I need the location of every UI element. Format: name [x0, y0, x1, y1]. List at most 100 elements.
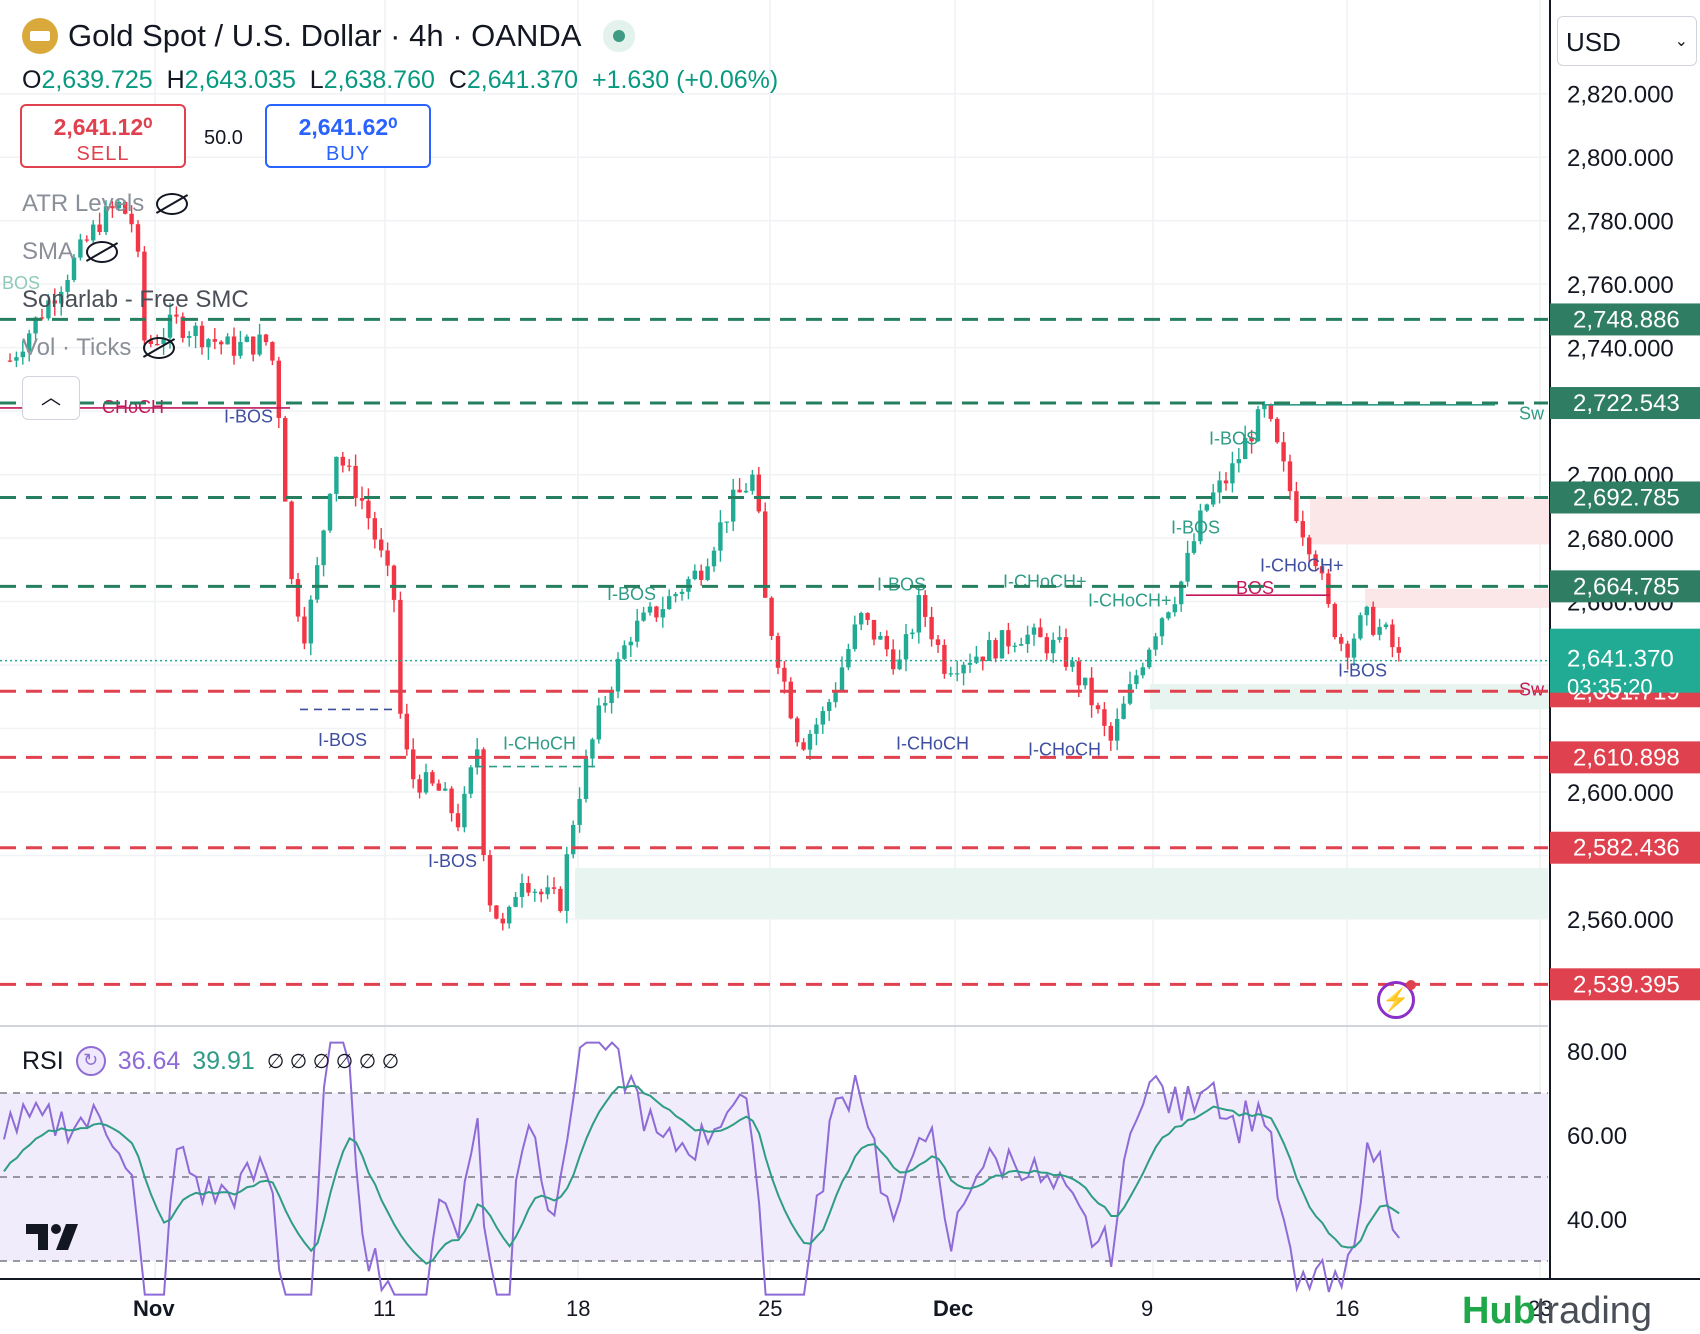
indicator-atr[interactable]: ATR Levels: [22, 190, 189, 218]
time-tick-label: Nov: [133, 1296, 175, 1321]
candle-body: [795, 718, 800, 743]
candle-body: [1281, 442, 1286, 462]
candle-body: [852, 624, 857, 650]
candle-body: [801, 742, 806, 750]
candle-body: [1127, 684, 1133, 704]
candle-body: [1211, 492, 1216, 505]
candle-body: [1057, 637, 1062, 640]
chevron-down-icon: ⌄: [1674, 33, 1688, 50]
candle-body: [1351, 638, 1357, 658]
alert-bolt-icon[interactable]: ⚡: [1377, 980, 1416, 1019]
rsi-tick-label: 80.00: [1567, 1039, 1627, 1066]
hidden-eye-icon[interactable]: [143, 337, 176, 359]
candle-body: [295, 579, 301, 617]
candle-body: [1038, 627, 1043, 638]
candle-body: [494, 905, 499, 919]
rsi-name[interactable]: RSI: [22, 1046, 64, 1075]
candle-body: [660, 609, 665, 618]
candle-body: [1223, 480, 1229, 484]
candle-body: [814, 724, 819, 734]
candle-body: [327, 493, 333, 531]
candle-body: [391, 565, 397, 600]
candle-body: [1255, 409, 1261, 442]
indicator-vol[interactable]: Vol · Ticks: [22, 334, 176, 362]
candle-body: [487, 855, 493, 906]
candle-body: [1115, 718, 1120, 741]
candle-body: [737, 489, 742, 493]
market-open-icon: [613, 30, 626, 42]
symbol-title[interactable]: Gold Spot / U.S. Dollar · 4h · OANDA: [68, 18, 582, 53]
candle-body: [430, 772, 435, 784]
candle-body: [654, 606, 659, 618]
price-tick-label: 2,600.000: [1567, 780, 1674, 807]
candle-body: [1326, 573, 1331, 604]
candle-body: [347, 465, 352, 467]
structure-label: BOS: [2, 273, 40, 293]
candle-body: [647, 606, 653, 613]
candle-body: [1172, 604, 1177, 613]
candle-body: [1319, 566, 1325, 574]
candle-body: [718, 522, 723, 551]
hidden-eye-icon[interactable]: [156, 193, 189, 215]
red-level-badge: [1550, 968, 1700, 1001]
candle-body: [910, 632, 915, 635]
indicator-smc[interactable]: Sonarlab - Free SMC: [22, 286, 249, 313]
rsi-empty-values: ∅ ∅ ∅ ∅ ∅ ∅: [266, 1050, 400, 1073]
candle-body: [142, 251, 147, 341]
candle-body: [1307, 537, 1312, 555]
structure-label: I-CHoCH+: [1260, 556, 1344, 576]
sell-button[interactable]: 2,641.12⁰ SELL: [20, 104, 186, 168]
candle-body: [507, 906, 512, 924]
candle-body: [1345, 643, 1350, 658]
rsi-tick-label: 40.00: [1567, 1207, 1627, 1234]
candle-body: [942, 644, 947, 674]
candle-body: [468, 767, 473, 794]
candle-body: [1275, 418, 1280, 443]
candle-body: [411, 749, 416, 780]
candle-body: [1364, 606, 1369, 616]
rsi-ma-value: 39.91: [192, 1046, 255, 1075]
candle-body: [1070, 661, 1075, 667]
structure-label: Sw: [1519, 679, 1545, 699]
structure-label: I-CHoCH+: [1088, 591, 1172, 611]
candle-body: [609, 691, 614, 704]
candle-body: [532, 891, 537, 893]
structure-label: I-BOS: [1209, 429, 1258, 449]
candle-body: [1031, 627, 1037, 635]
candle-body: [436, 783, 441, 791]
hidden-eye-icon[interactable]: [86, 241, 119, 263]
collapse-indicators-button[interactable]: ︿: [22, 376, 80, 420]
currency-select[interactable]: USD ⌄: [1557, 16, 1697, 66]
candle-body: [1243, 438, 1248, 460]
candle-body: [967, 662, 973, 665]
candle-body: [1051, 639, 1056, 654]
last-price-badge: [1550, 628, 1700, 693]
candle-body: [519, 882, 525, 897]
candle-body: [711, 550, 717, 567]
candle-body: [417, 779, 422, 793]
candle-body: [903, 634, 909, 660]
candle-body: [1268, 404, 1273, 419]
candle-body: [622, 645, 627, 659]
candle-body: [225, 336, 230, 345]
price-tick-label: 2,800.000: [1567, 145, 1674, 172]
candle-body: [443, 788, 448, 791]
rsi-refresh-icon[interactable]: ↻: [75, 1046, 106, 1076]
candle-body: [929, 616, 934, 640]
green-level-badge-text: 2,722.543: [1573, 390, 1680, 417]
green-level-badge: [1550, 303, 1700, 336]
candle-body: [635, 620, 640, 642]
indicator-sma[interactable]: SMA: [22, 238, 119, 266]
candle-body: [1095, 705, 1101, 710]
candle-body: [1121, 703, 1126, 719]
structure-label: I-BOS: [607, 584, 656, 604]
candle-body: [212, 339, 217, 342]
candle-body: [827, 702, 832, 712]
candle-body: [1377, 626, 1382, 635]
candle-body: [1204, 504, 1209, 511]
candle-body: [135, 224, 141, 252]
candle-body: [807, 733, 813, 750]
buy-button[interactable]: 2,641.62⁰ BUY: [265, 104, 431, 168]
candle-body: [359, 498, 365, 501]
